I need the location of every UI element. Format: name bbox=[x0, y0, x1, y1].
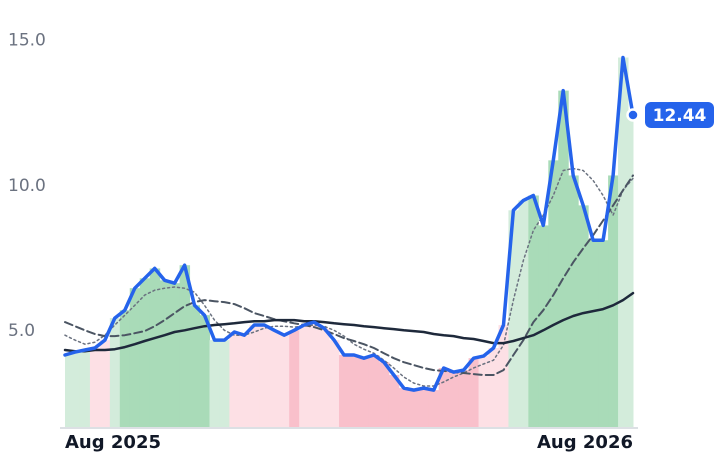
area-band bbox=[329, 340, 340, 427]
area-band bbox=[129, 288, 141, 427]
x-tick-label: Aug 2026 bbox=[537, 432, 633, 453]
area-band bbox=[388, 375, 400, 427]
area-band bbox=[468, 358, 480, 427]
price-line bbox=[63, 55, 635, 392]
area-band bbox=[65, 354, 71, 427]
area-band bbox=[79, 350, 91, 427]
area-band bbox=[209, 340, 220, 427]
area-band bbox=[259, 325, 270, 427]
area-band bbox=[558, 90, 569, 427]
area-band bbox=[69, 352, 81, 427]
area-band bbox=[488, 347, 499, 427]
area-band bbox=[618, 57, 629, 428]
average-line bbox=[63, 291, 635, 353]
y-tick-label: 15.0 bbox=[8, 31, 46, 51]
area-band bbox=[358, 358, 370, 427]
area-band bbox=[149, 268, 161, 427]
area-band bbox=[448, 372, 460, 427]
area-band bbox=[628, 115, 634, 428]
value-badge bbox=[645, 102, 714, 129]
area-band bbox=[189, 305, 201, 427]
area-band bbox=[528, 195, 539, 427]
area-band bbox=[159, 280, 171, 427]
y-tick-label: 10.0 bbox=[8, 176, 46, 196]
area-band bbox=[299, 325, 310, 427]
area-band bbox=[179, 265, 191, 427]
area-band bbox=[109, 318, 121, 427]
area-band bbox=[518, 200, 529, 427]
area-band bbox=[169, 283, 181, 427]
area-band bbox=[498, 325, 509, 427]
x-tick-label: Aug 2025 bbox=[65, 432, 161, 453]
area-band bbox=[239, 335, 250, 427]
area-band bbox=[249, 325, 260, 427]
area-band bbox=[578, 205, 589, 427]
area-band bbox=[478, 356, 490, 427]
area-band bbox=[339, 354, 350, 427]
area-band bbox=[398, 388, 410, 427]
area-band bbox=[378, 362, 390, 427]
area-band bbox=[319, 328, 330, 427]
area-band bbox=[199, 315, 210, 427]
area-band bbox=[219, 340, 230, 427]
area-band bbox=[269, 330, 280, 427]
area-band bbox=[508, 210, 519, 427]
area-band bbox=[119, 310, 131, 427]
area-band bbox=[279, 335, 290, 427]
area-band bbox=[349, 354, 360, 427]
area-band bbox=[289, 330, 300, 427]
area-band bbox=[588, 240, 599, 427]
y-tick-label: 5.0 bbox=[8, 321, 35, 341]
area-band bbox=[89, 347, 101, 427]
value-badge-label: 12.44 bbox=[653, 106, 707, 126]
area-band bbox=[608, 175, 619, 427]
area-band bbox=[229, 332, 240, 427]
area-band bbox=[408, 390, 420, 427]
area-band bbox=[139, 278, 151, 427]
area-band bbox=[438, 368, 450, 427]
area-band bbox=[598, 240, 609, 427]
average-line bbox=[64, 174, 634, 376]
area-band bbox=[99, 340, 111, 427]
area-band bbox=[309, 322, 320, 427]
last-point bbox=[626, 108, 640, 122]
area-band bbox=[428, 390, 440, 427]
area-band bbox=[458, 370, 470, 427]
area-band bbox=[368, 354, 380, 427]
area-band bbox=[418, 388, 430, 427]
area-band bbox=[568, 175, 579, 427]
area-band bbox=[538, 225, 549, 427]
